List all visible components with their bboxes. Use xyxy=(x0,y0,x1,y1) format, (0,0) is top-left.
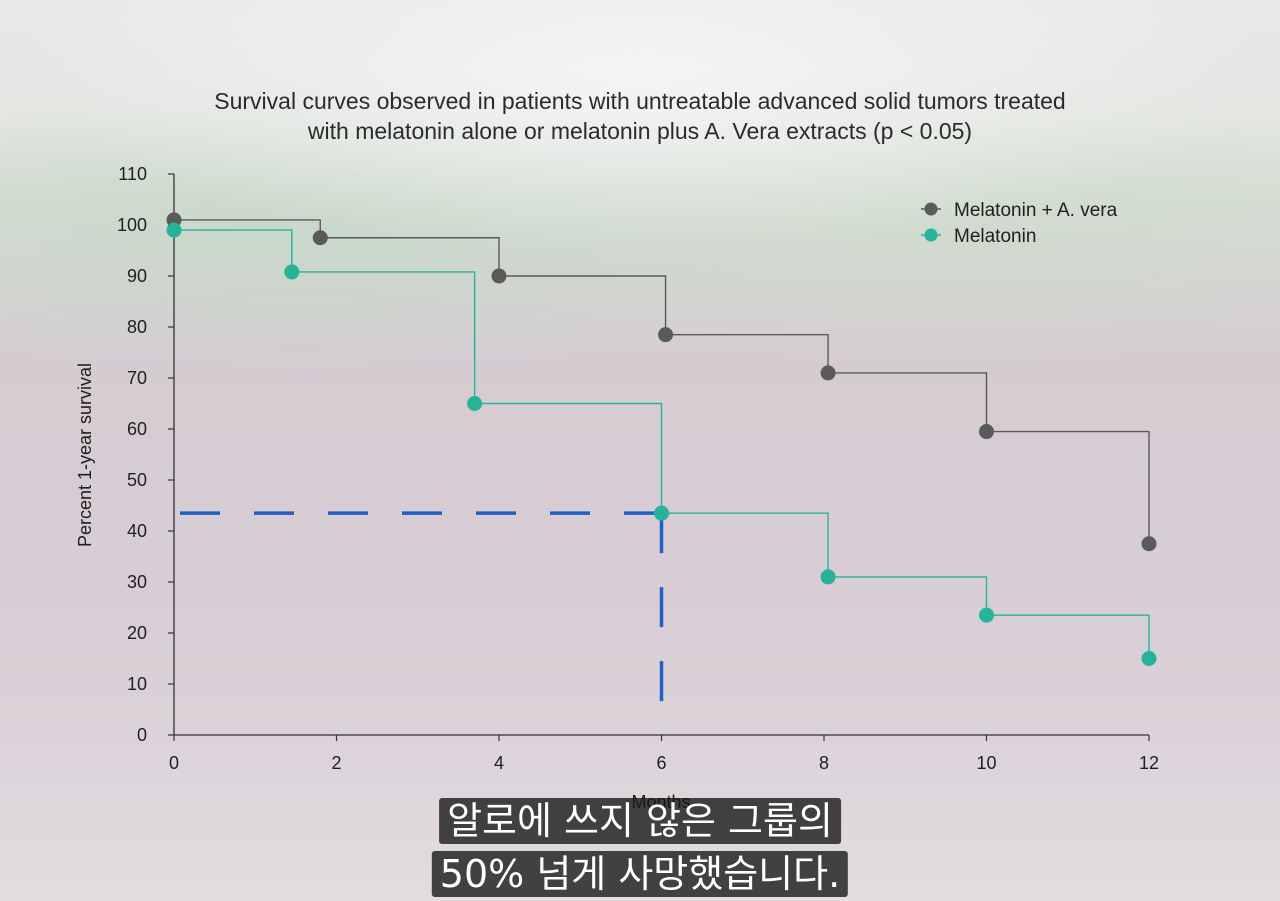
series-1-point xyxy=(284,264,300,280)
chart-title-line-2: with melatonin alone or melatonin plus A… xyxy=(307,118,973,144)
x-tick-label: 2 xyxy=(331,753,341,773)
series-1-point xyxy=(1141,651,1157,666)
series-0-point xyxy=(1141,536,1157,552)
y-tick-label: 20 xyxy=(127,623,147,643)
chart-axes: 0 10 20 30 40 50 60 70 80 90 100 110 0 2 4 6 8 10 12 xyxy=(117,164,1159,773)
subtitle-line-2: 50% 넘게 사망했습니다. xyxy=(431,851,849,897)
y-axis-title: Percent 1-year survival xyxy=(75,363,95,547)
x-tick-label: 0 xyxy=(169,753,179,773)
series-1-point xyxy=(654,505,669,521)
y-tick-label: 40 xyxy=(127,521,147,541)
x-tick-label: 4 xyxy=(494,753,504,773)
y-tick-label: 0 xyxy=(137,725,147,745)
legend-label-0: Melatonin + A. vera xyxy=(954,200,1118,221)
chart-legend: Melatonin + A. vera Melatonin xyxy=(921,200,1118,247)
series-1-point xyxy=(467,396,483,411)
y-tick-label: 10 xyxy=(127,674,147,694)
legend-label-1: Melatonin xyxy=(954,226,1036,247)
y-tick-label: 110 xyxy=(118,164,147,184)
legend-marker-1 xyxy=(924,228,938,242)
series-0-point xyxy=(820,365,836,381)
series-0-point xyxy=(491,268,507,284)
y-tick-label: 90 xyxy=(127,266,147,286)
chart-title-line-1: Survival curves observed in patients wit… xyxy=(214,88,1066,114)
dashed-guide-lines xyxy=(174,511,664,735)
series-1-point xyxy=(820,569,836,585)
legend-marker-0 xyxy=(924,202,938,216)
series-1-point xyxy=(979,607,994,623)
series-1-point xyxy=(166,222,182,238)
series-0-point xyxy=(658,327,674,343)
y-tick-label: 100 xyxy=(117,215,147,235)
y-tick-label: 70 xyxy=(127,368,147,388)
y-tick-label: 60 xyxy=(127,419,147,439)
y-tick-label: 80 xyxy=(127,317,147,337)
series-group xyxy=(166,212,1157,666)
subtitle-line-1: 알로에 쓰지 않은 그룹의 xyxy=(439,798,841,844)
x-tick-label: 10 xyxy=(976,753,996,773)
series-0-point xyxy=(979,424,994,440)
y-tick-label: 30 xyxy=(127,572,147,592)
x-tick-label: 6 xyxy=(656,753,666,773)
series-0-point xyxy=(312,230,328,246)
x-tick-label: 8 xyxy=(819,753,829,773)
x-tick-label: 12 xyxy=(1139,753,1159,773)
y-tick-label: 50 xyxy=(127,470,147,490)
